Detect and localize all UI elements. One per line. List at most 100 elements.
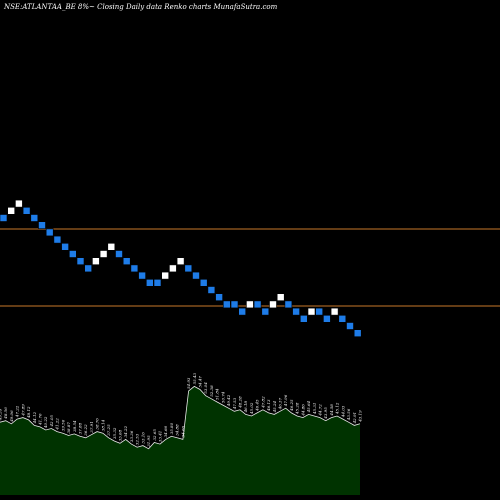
volume-panel: 49.39 48.56 49.06 47.22 47.89 48.12 44.12 41.76…: [0, 372, 363, 495]
renko-brick-down: [292, 307, 300, 316]
volume-value-label: 51.84: [215, 388, 220, 400]
renko-brick-up: [246, 300, 254, 309]
volume-value-label: 47.22: [15, 405, 20, 418]
volume-value-label: 49.06: [9, 410, 14, 423]
renko-brick-down: [76, 257, 85, 266]
renko-brick-down: [299, 314, 308, 323]
volume-value-label: 42.91: [352, 412, 357, 424]
renko-brick-down: [353, 329, 362, 338]
renko-brick-down: [346, 322, 354, 330]
volume-value-label: 33.41: [158, 431, 163, 442]
volume-value-label: 39.56: [60, 419, 65, 431]
volume-value-label: 45.24: [272, 400, 277, 413]
renko-brick-up: [269, 300, 277, 309]
volume-value-label: 52.38: [209, 385, 214, 397]
renko-brick-up: [307, 307, 316, 316]
volume-value-label: 33.16: [140, 432, 145, 444]
renko-brick-up: [92, 257, 100, 266]
volume-value-label: 47.53: [232, 397, 237, 410]
volume-value-label: 45.31: [312, 403, 317, 415]
renko-brick-down: [38, 221, 46, 229]
renko-brick-down: [323, 314, 331, 323]
volume-value-label: 33.68: [118, 429, 123, 441]
volume-value-label: 46.45: [255, 399, 260, 412]
renko-brick-down: [184, 264, 193, 273]
volume-value-label: 43.19: [358, 410, 363, 423]
volume-value-label: 47.82: [260, 396, 265, 409]
volume-value-label: 46.37: [278, 397, 283, 410]
volume-line: [0, 385, 361, 450]
volume-value-label: 44.03: [340, 405, 345, 418]
renko-brick-down: [69, 250, 77, 258]
volume-value-label: 44.58: [329, 404, 334, 417]
volume-value-label: 54.93: [186, 377, 191, 389]
volume-value-label: 45.64: [306, 400, 311, 413]
renko-brick-up: [176, 257, 185, 266]
renko-brick-down: [22, 207, 31, 215]
volume-value-label: 36.22: [83, 424, 88, 436]
renko-brick-down: [61, 243, 69, 251]
renko-brick-down: [223, 300, 231, 309]
renko-brick-down: [153, 278, 162, 287]
renko-brick-down: [53, 235, 62, 244]
volume-value-label: 37.88: [78, 422, 83, 434]
renko-brick-down: [215, 293, 223, 302]
volume-value-label: 53.04: [203, 382, 208, 394]
volume-value-label: 43.56: [346, 408, 351, 421]
renko-brick-up: [99, 250, 108, 258]
renko-brick-down: [84, 264, 92, 273]
renko-brick-down: [338, 314, 347, 323]
volume-value-label: 38.54: [72, 420, 77, 432]
volume-value-label: 38.76: [95, 418, 100, 430]
volume-value-label: 48.28: [238, 396, 243, 409]
volume-value-label: 47.89: [20, 404, 25, 417]
volume-value-label: 46.13: [266, 399, 271, 412]
volume-value-label: 32.65: [152, 429, 157, 441]
volume-value-label: 40.22: [43, 416, 48, 429]
volume-value-label: 34.66: [180, 425, 185, 437]
volume-value-label: 38.14: [100, 419, 105, 431]
volume-value-label: 37.25: [106, 424, 111, 436]
volume-value-label: 47.96: [283, 394, 288, 407]
renko-brick-down: [199, 278, 208, 287]
renko-brick-down: [284, 300, 293, 309]
volume-value-label: 45.28: [295, 402, 300, 415]
renko-brick-down: [138, 271, 146, 280]
volume-value-label: 32.53: [135, 433, 140, 445]
renko-brick-down: [261, 307, 270, 316]
renko-brick-down: [230, 300, 239, 309]
renko-brick-down: [115, 250, 123, 258]
volume-value-label: 43.95: [323, 407, 328, 420]
volume-value-label: 45.12: [335, 402, 340, 415]
volume-value-label: 44.86: [300, 404, 305, 417]
volume-value-label: 34.88: [175, 424, 180, 436]
volume-value-label: 37.91: [89, 421, 94, 432]
renko-brick-up: [169, 264, 177, 273]
renko-brick-up: [15, 199, 23, 208]
renko-brick-down: [253, 300, 262, 309]
volume-value-label: 49.39: [0, 408, 3, 421]
renko-brick-up: [161, 271, 169, 280]
volume-value-label: 54.47: [198, 376, 203, 388]
volume-value-label: 35.32: [112, 427, 117, 439]
volume-value-label: 41.76: [38, 413, 43, 426]
volume-value-label: 31.95: [146, 435, 151, 447]
renko-brick-up: [7, 207, 15, 215]
volume-value-label: 50.74: [220, 391, 225, 403]
renko-brick-down: [238, 307, 246, 316]
volume-value-label: 55.43: [192, 372, 197, 384]
volume-value-label: 33.36: [129, 430, 134, 442]
volume-value-label: 42.05: [49, 415, 54, 428]
volume-value-label: 44.12: [32, 411, 37, 424]
volume-value-label: 48.56: [3, 407, 8, 420]
renko-brick-down: [30, 214, 39, 222]
renko-brick-down: [315, 307, 324, 316]
volume-value-label: 49.42: [226, 394, 231, 407]
renko-brick-down: [146, 278, 154, 287]
volume-value-label: 44.72: [318, 404, 323, 417]
renko-bricks: [0, 199, 362, 338]
renko-brick-down: [0, 214, 8, 222]
renko-brick-down: [130, 264, 139, 273]
volume-value-label: 46.25: [289, 399, 294, 412]
